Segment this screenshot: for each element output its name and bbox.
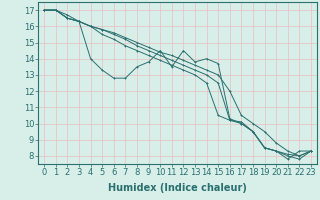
X-axis label: Humidex (Indice chaleur): Humidex (Indice chaleur)	[108, 183, 247, 193]
